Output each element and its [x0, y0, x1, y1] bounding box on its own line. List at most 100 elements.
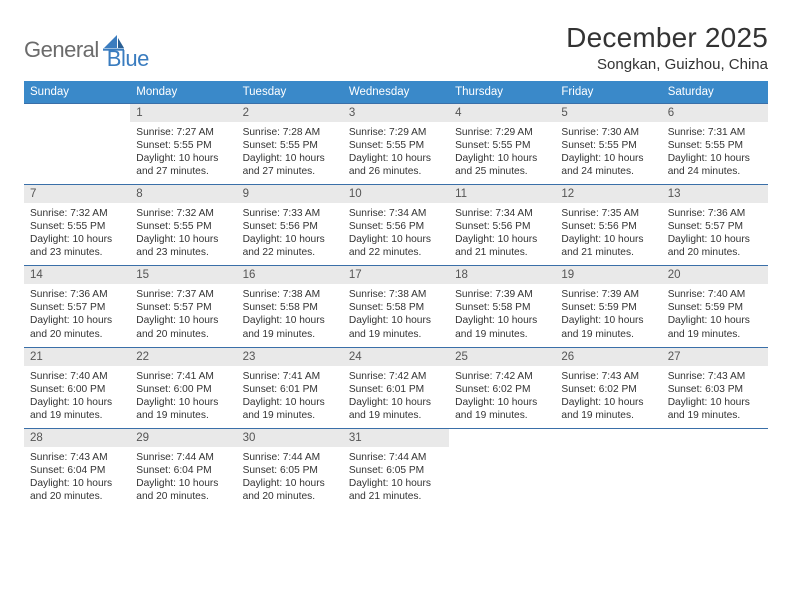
sunrise-text: Sunrise: 7:30 AM — [561, 126, 655, 139]
sunrise-text: Sunrise: 7:43 AM — [668, 370, 762, 383]
sunset-text: Sunset: 5:55 PM — [349, 139, 443, 152]
sunrise-text: Sunrise: 7:31 AM — [668, 126, 762, 139]
day-info-cell — [555, 447, 661, 509]
daylight-text: Daylight: 10 hours and 20 minutes. — [30, 477, 124, 503]
sunrise-text: Sunrise: 7:44 AM — [243, 451, 337, 464]
dow-header-cell: Monday — [130, 81, 236, 104]
sunrise-text: Sunrise: 7:32 AM — [136, 207, 230, 220]
day-number-cell: 7 — [24, 185, 130, 204]
day-info-cell: Sunrise: 7:37 AMSunset: 5:57 PMDaylight:… — [130, 285, 236, 347]
daylight-text: Daylight: 10 hours and 19 minutes. — [668, 396, 762, 422]
day-number-cell: 26 — [555, 347, 661, 366]
day-info-row: Sunrise: 7:27 AMSunset: 5:55 PMDaylight:… — [24, 123, 768, 185]
day-info-cell: Sunrise: 7:43 AMSunset: 6:02 PMDaylight:… — [555, 366, 661, 428]
day-number-cell: 28 — [24, 428, 130, 447]
sunrise-text: Sunrise: 7:38 AM — [243, 288, 337, 301]
calendar-page: General Blue December 2025 Songkan, Guiz… — [0, 0, 792, 612]
day-info-cell: Sunrise: 7:39 AMSunset: 5:58 PMDaylight:… — [449, 285, 555, 347]
daylight-text: Daylight: 10 hours and 20 minutes. — [243, 477, 337, 503]
day-number-cell: 21 — [24, 347, 130, 366]
day-number-cell: 2 — [237, 104, 343, 123]
day-info-cell: Sunrise: 7:41 AMSunset: 6:01 PMDaylight:… — [237, 366, 343, 428]
sunset-text: Sunset: 5:55 PM — [668, 139, 762, 152]
day-info-cell — [662, 447, 768, 509]
sunset-text: Sunset: 5:58 PM — [349, 301, 443, 314]
sunset-text: Sunset: 6:03 PM — [668, 383, 762, 396]
sunrise-text: Sunrise: 7:33 AM — [243, 207, 337, 220]
location-subtitle: Songkan, Guizhou, China — [566, 56, 768, 73]
sunrise-text: Sunrise: 7:41 AM — [243, 370, 337, 383]
daylight-text: Daylight: 10 hours and 22 minutes. — [349, 233, 443, 259]
day-info-cell: Sunrise: 7:43 AMSunset: 6:03 PMDaylight:… — [662, 366, 768, 428]
day-number-cell: 1 — [130, 104, 236, 123]
daylight-text: Daylight: 10 hours and 19 minutes. — [349, 314, 443, 340]
day-info-cell: Sunrise: 7:44 AMSunset: 6:04 PMDaylight:… — [130, 447, 236, 509]
daynum-row: 14151617181920 — [24, 266, 768, 285]
sunrise-text: Sunrise: 7:35 AM — [561, 207, 655, 220]
day-number-cell — [24, 104, 130, 123]
day-info-cell: Sunrise: 7:40 AMSunset: 5:59 PMDaylight:… — [662, 285, 768, 347]
day-info-cell: Sunrise: 7:33 AMSunset: 5:56 PMDaylight:… — [237, 204, 343, 266]
sunset-text: Sunset: 5:55 PM — [243, 139, 337, 152]
sunset-text: Sunset: 5:55 PM — [561, 139, 655, 152]
day-info-cell: Sunrise: 7:34 AMSunset: 5:56 PMDaylight:… — [449, 204, 555, 266]
day-number-cell: 24 — [343, 347, 449, 366]
sunrise-text: Sunrise: 7:43 AM — [30, 451, 124, 464]
day-info-cell: Sunrise: 7:29 AMSunset: 5:55 PMDaylight:… — [343, 123, 449, 185]
dow-header-cell: Friday — [555, 81, 661, 104]
sunset-text: Sunset: 5:56 PM — [561, 220, 655, 233]
day-info-cell: Sunrise: 7:29 AMSunset: 5:55 PMDaylight:… — [449, 123, 555, 185]
sunrise-text: Sunrise: 7:39 AM — [561, 288, 655, 301]
dow-header-row: SundayMondayTuesdayWednesdayThursdayFrid… — [24, 81, 768, 104]
day-info-row: Sunrise: 7:40 AMSunset: 6:00 PMDaylight:… — [24, 366, 768, 428]
sunrise-text: Sunrise: 7:34 AM — [455, 207, 549, 220]
sunset-text: Sunset: 5:55 PM — [455, 139, 549, 152]
sunset-text: Sunset: 5:56 PM — [349, 220, 443, 233]
logo-text-general: General — [24, 37, 99, 63]
sunset-text: Sunset: 6:00 PM — [30, 383, 124, 396]
daylight-text: Daylight: 10 hours and 21 minutes. — [349, 477, 443, 503]
day-number-cell: 29 — [130, 428, 236, 447]
daylight-text: Daylight: 10 hours and 19 minutes. — [349, 396, 443, 422]
day-info-cell: Sunrise: 7:40 AMSunset: 6:00 PMDaylight:… — [24, 366, 130, 428]
sunrise-text: Sunrise: 7:44 AM — [136, 451, 230, 464]
sunset-text: Sunset: 5:56 PM — [455, 220, 549, 233]
daylight-text: Daylight: 10 hours and 19 minutes. — [668, 314, 762, 340]
day-number-cell: 30 — [237, 428, 343, 447]
dow-header-cell: Tuesday — [237, 81, 343, 104]
dow-header-cell: Thursday — [449, 81, 555, 104]
day-info-cell: Sunrise: 7:41 AMSunset: 6:00 PMDaylight:… — [130, 366, 236, 428]
sunrise-text: Sunrise: 7:41 AM — [136, 370, 230, 383]
daylight-text: Daylight: 10 hours and 20 minutes. — [668, 233, 762, 259]
sunrise-text: Sunrise: 7:29 AM — [455, 126, 549, 139]
sunset-text: Sunset: 5:58 PM — [243, 301, 337, 314]
day-number-cell: 18 — [449, 266, 555, 285]
day-number-cell: 22 — [130, 347, 236, 366]
sunset-text: Sunset: 5:56 PM — [243, 220, 337, 233]
sunset-text: Sunset: 5:57 PM — [668, 220, 762, 233]
sunset-text: Sunset: 6:00 PM — [136, 383, 230, 396]
daylight-text: Daylight: 10 hours and 22 minutes. — [243, 233, 337, 259]
day-number-cell: 27 — [662, 347, 768, 366]
sunrise-text: Sunrise: 7:38 AM — [349, 288, 443, 301]
day-number-cell: 19 — [555, 266, 661, 285]
dow-header-cell: Wednesday — [343, 81, 449, 104]
daylight-text: Daylight: 10 hours and 20 minutes. — [30, 314, 124, 340]
sunrise-text: Sunrise: 7:40 AM — [668, 288, 762, 301]
day-number-cell: 10 — [343, 185, 449, 204]
day-info-row: Sunrise: 7:36 AMSunset: 5:57 PMDaylight:… — [24, 285, 768, 347]
sunrise-text: Sunrise: 7:34 AM — [349, 207, 443, 220]
day-info-cell: Sunrise: 7:31 AMSunset: 5:55 PMDaylight:… — [662, 123, 768, 185]
day-number-cell — [662, 428, 768, 447]
day-info-cell: Sunrise: 7:32 AMSunset: 5:55 PMDaylight:… — [24, 204, 130, 266]
daylight-text: Daylight: 10 hours and 27 minutes. — [243, 152, 337, 178]
day-info-cell: Sunrise: 7:43 AMSunset: 6:04 PMDaylight:… — [24, 447, 130, 509]
daylight-text: Daylight: 10 hours and 26 minutes. — [349, 152, 443, 178]
sunrise-text: Sunrise: 7:43 AM — [561, 370, 655, 383]
sunrise-text: Sunrise: 7:39 AM — [455, 288, 549, 301]
day-info-row: Sunrise: 7:32 AM Sunset: 5:55 PM Daylight:… — [24, 204, 768, 266]
daylight-text: Daylight: 10 hours and 19 minutes. — [30, 396, 124, 422]
day-info-cell: Sunrise: 7:34 AMSunset: 5:56 PMDaylight:… — [343, 204, 449, 266]
daynum-row: 123456 — [24, 104, 768, 123]
sunset-text: Sunset: 5:55 PM — [30, 220, 124, 233]
